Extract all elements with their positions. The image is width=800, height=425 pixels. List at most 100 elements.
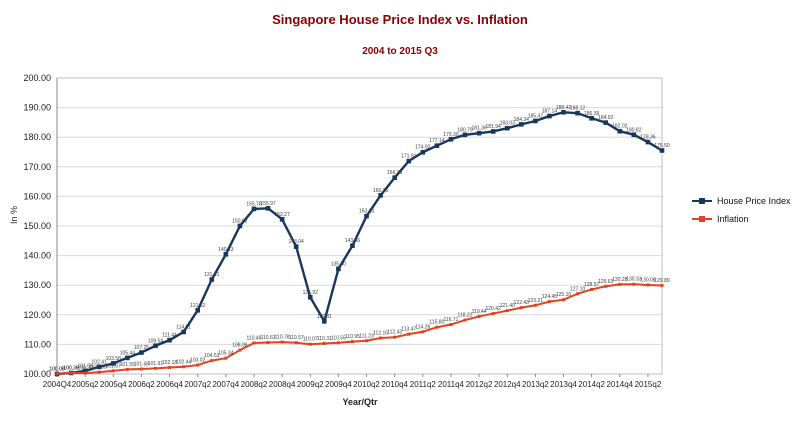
svg-text:140.43: 140.43	[218, 247, 234, 253]
svg-text:2011q4: 2011q4	[438, 380, 465, 389]
svg-text:2005q2: 2005q2	[72, 380, 99, 389]
svg-text:127.10: 127.10	[570, 286, 586, 292]
svg-text:2007q4: 2007q4	[212, 380, 239, 389]
svg-text:130.33: 130.33	[626, 277, 642, 283]
svg-text:184.92: 184.92	[598, 115, 614, 121]
svg-text:185.47: 185.47	[528, 114, 544, 120]
svg-text:166.33: 166.33	[387, 170, 403, 176]
legend-label-inflation: Inflation	[717, 214, 749, 224]
svg-text:121.40: 121.40	[500, 303, 516, 309]
svg-text:115.80: 115.80	[429, 320, 444, 326]
svg-text:101.55: 101.55	[120, 362, 136, 368]
svg-text:128.57: 128.57	[584, 282, 600, 288]
svg-text:108.06: 108.06	[232, 343, 248, 349]
svg-text:131.91: 131.91	[204, 272, 220, 278]
svg-text:120.00: 120.00	[23, 310, 51, 320]
svg-text:114.21: 114.21	[176, 324, 191, 330]
svg-text:119.44: 119.44	[472, 309, 487, 315]
svg-text:2012q2: 2012q2	[466, 380, 493, 389]
svg-text:103.02: 103.02	[190, 358, 206, 364]
svg-text:171.91: 171.91	[401, 154, 417, 160]
svg-text:110.31: 110.31	[317, 336, 332, 342]
svg-text:153.33: 153.33	[359, 209, 375, 215]
svg-text:2009q2: 2009q2	[297, 380, 324, 389]
svg-text:170.00: 170.00	[23, 162, 51, 172]
svg-text:110.95: 110.95	[345, 334, 360, 340]
svg-text:2007q2: 2007q2	[184, 380, 211, 389]
svg-text:143.36: 143.36	[345, 238, 361, 244]
house-price-marker-icon	[699, 198, 705, 204]
svg-text:187.14: 187.14	[542, 109, 558, 115]
svg-text:100.39: 100.39	[63, 365, 79, 371]
svg-text:101.68: 101.68	[134, 362, 150, 368]
svg-text:175.50: 175.50	[654, 143, 670, 149]
svg-text:200.00: 200.00	[23, 73, 51, 83]
svg-text:100.08: 100.08	[49, 366, 65, 372]
svg-text:2013q2: 2013q2	[522, 380, 549, 389]
svg-text:125.10: 125.10	[556, 292, 572, 298]
svg-text:155.97: 155.97	[260, 201, 276, 207]
svg-text:2004Q4: 2004Q4	[43, 380, 72, 389]
svg-text:2006q2: 2006q2	[128, 380, 155, 389]
svg-text:120.42: 120.42	[486, 306, 502, 312]
svg-text:180.82: 180.82	[626, 127, 642, 133]
svg-text:112.43: 112.43	[387, 330, 402, 336]
svg-text:129.89: 129.89	[654, 278, 670, 284]
svg-text:110.49: 110.49	[247, 335, 262, 341]
svg-text:110.00: 110.00	[24, 339, 51, 349]
svg-text:104.53: 104.53	[204, 353, 220, 359]
svg-text:113.47: 113.47	[401, 327, 416, 333]
svg-text:2010q2: 2010q2	[353, 380, 380, 389]
svg-text:102.44: 102.44	[176, 359, 192, 365]
svg-text:116.71: 116.71	[443, 317, 458, 323]
svg-text:181.94: 181.94	[486, 124, 502, 130]
svg-text:152.27: 152.27	[274, 212, 290, 218]
svg-text:2010q4: 2010q4	[381, 380, 408, 389]
svg-text:105.34: 105.34	[218, 351, 234, 357]
svg-text:110.55: 110.55	[331, 335, 346, 341]
svg-text:180.79: 180.79	[457, 127, 473, 133]
svg-text:100.30: 100.30	[77, 366, 93, 372]
svg-text:100.00: 100.00	[49, 367, 65, 373]
svg-text:110.78: 110.78	[275, 335, 290, 341]
svg-text:177.14: 177.14	[429, 138, 445, 144]
svg-text:174.92: 174.92	[415, 145, 431, 151]
svg-text:2008q4: 2008q4	[269, 380, 296, 389]
svg-text:118.22: 118.22	[458, 313, 473, 319]
svg-text:107.25: 107.25	[134, 345, 150, 351]
svg-text:122.43: 122.43	[514, 300, 530, 306]
svg-text:160.00: 160.00	[23, 191, 51, 201]
legend-item-house-price-index: House Price Index	[692, 196, 791, 206]
svg-text:101.07: 101.07	[106, 363, 122, 369]
svg-text:123.21: 123.21	[528, 298, 544, 304]
svg-text:121.52: 121.52	[190, 303, 206, 309]
svg-text:186.39: 186.39	[584, 111, 600, 117]
svg-text:111.44: 111.44	[162, 333, 177, 339]
svg-text:160.35: 160.35	[373, 188, 389, 194]
svg-text:2006q4: 2006q4	[156, 380, 183, 389]
svg-text:130.28: 130.28	[612, 277, 628, 283]
svg-text:110.07: 110.07	[303, 337, 318, 343]
svg-text:109.54: 109.54	[148, 338, 164, 344]
svg-text:150.00: 150.00	[23, 221, 51, 231]
svg-text:2014q4: 2014q4	[606, 380, 633, 389]
house-price-line-swatch	[692, 198, 712, 204]
plot-area: 100.00 110.00 120.00 130.00 140.00 150.00 160.…	[23, 73, 670, 389]
svg-text:188.12: 188.12	[570, 106, 586, 112]
svg-text:2009q4: 2009q4	[325, 380, 352, 389]
svg-text:110.63: 110.63	[261, 335, 276, 341]
svg-text:2014q2: 2014q2	[578, 380, 605, 389]
svg-text:129.63: 129.63	[598, 279, 614, 285]
chart-title: Singapore House Price Index vs. Inflatio…	[272, 12, 528, 27]
svg-text:102.41: 102.41	[92, 359, 108, 365]
svg-text:117.81: 117.81	[317, 314, 332, 320]
svg-text:114.26: 114.26	[415, 324, 430, 330]
svg-text:179.30: 179.30	[443, 132, 459, 138]
svg-text:100.00: 100.00	[23, 369, 51, 379]
svg-text:178.36: 178.36	[640, 135, 656, 141]
chart-subtitle: 2004 to 2015 Q3	[362, 46, 438, 57]
legend: House Price Index Inflation	[692, 196, 791, 224]
svg-text:140.00: 140.00	[23, 251, 51, 261]
svg-text:183.03: 183.03	[500, 121, 516, 127]
